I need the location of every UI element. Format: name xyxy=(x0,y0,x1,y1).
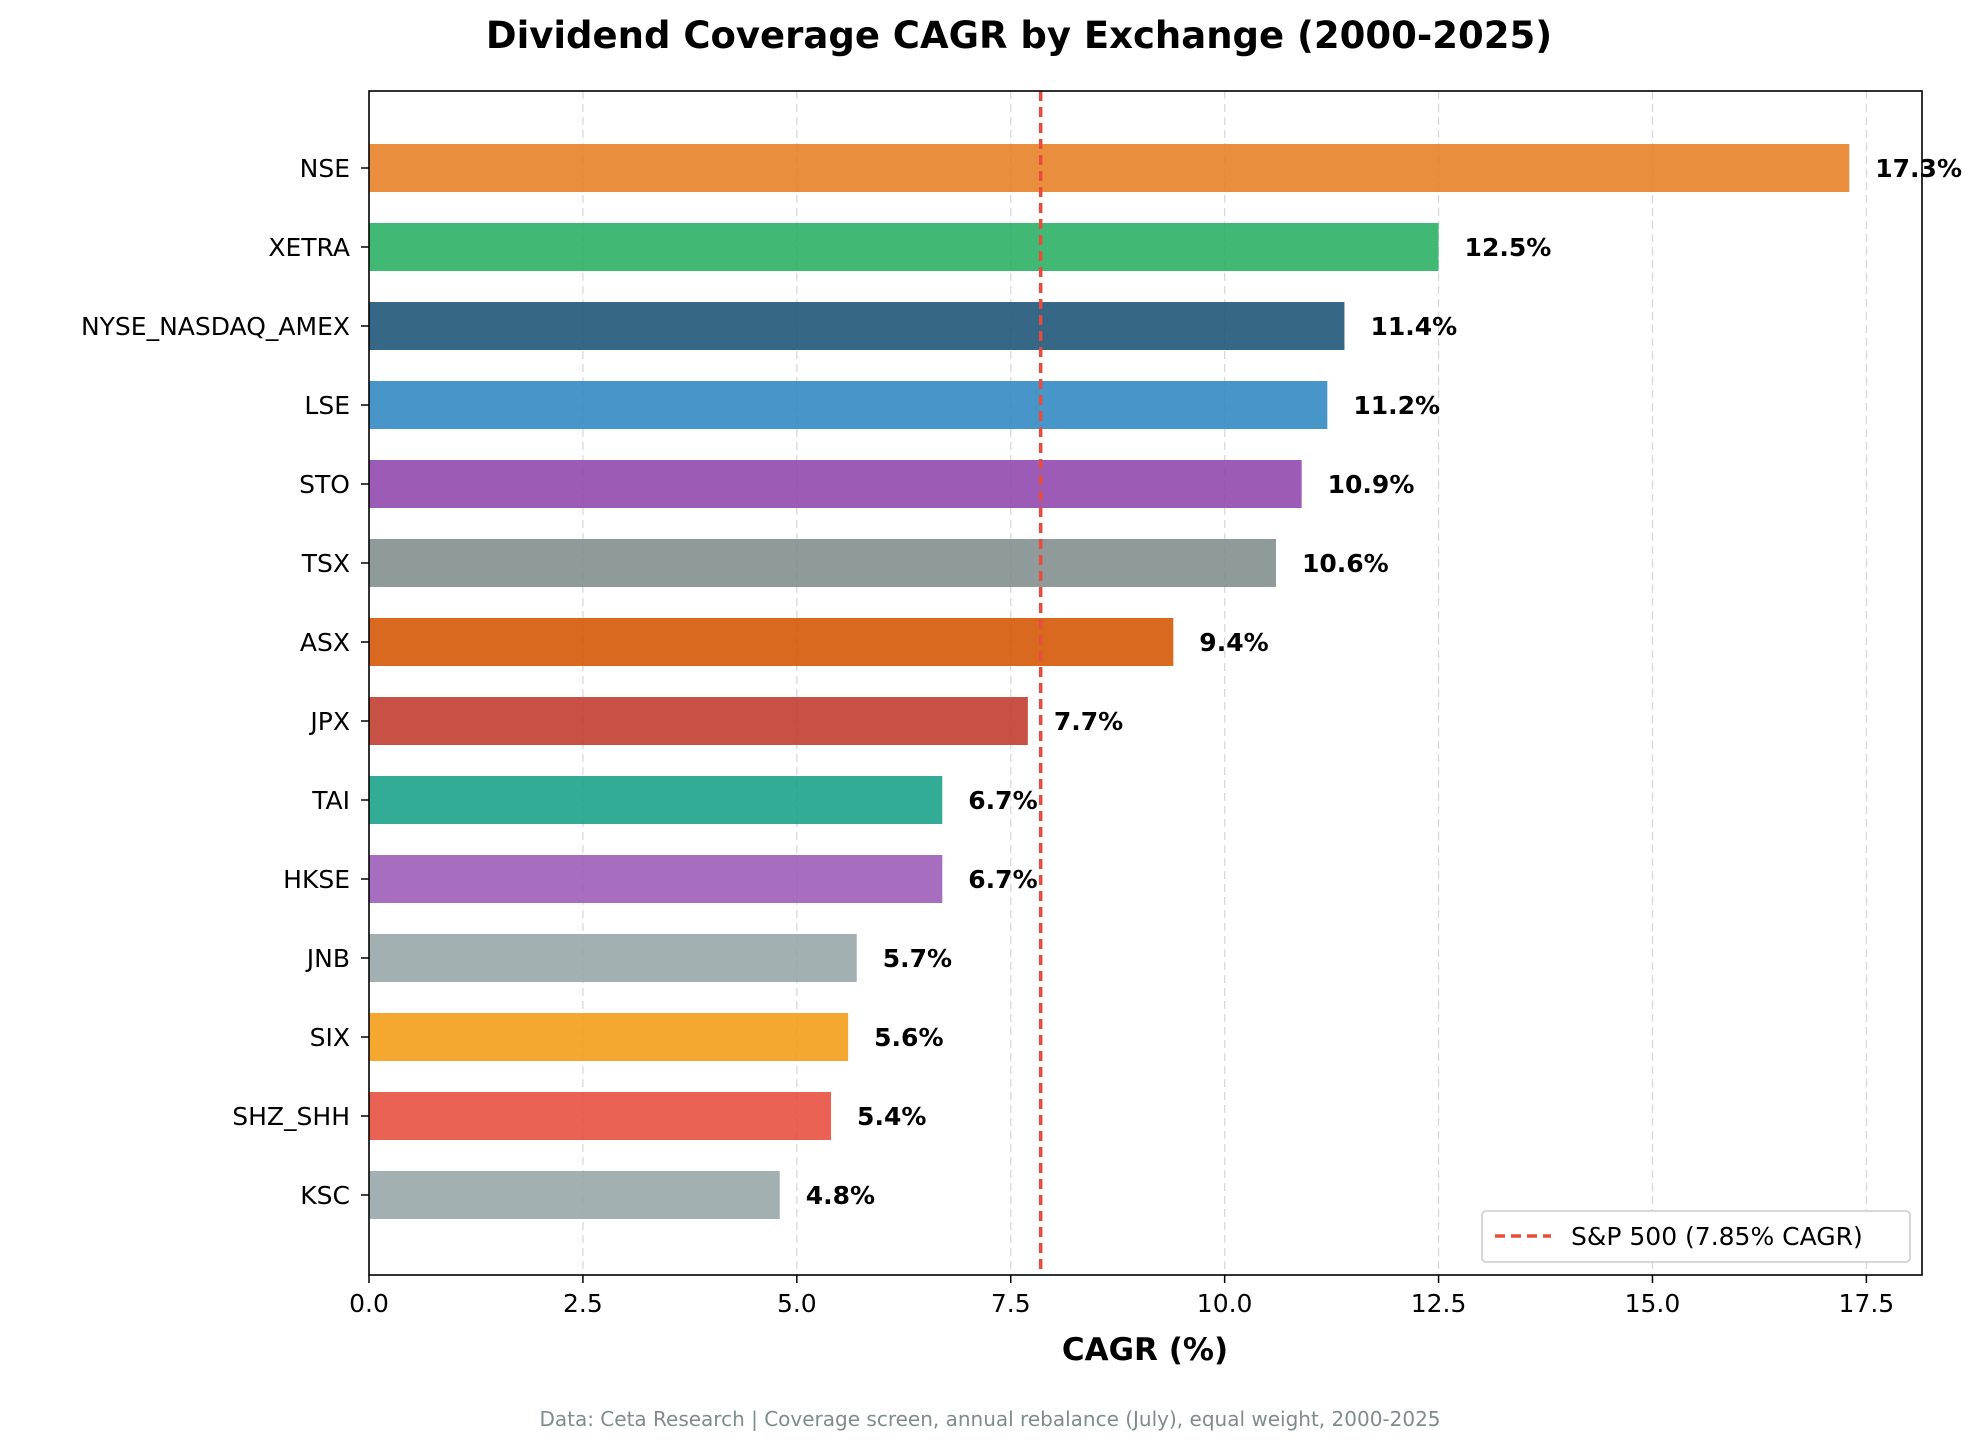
bar-tsx xyxy=(369,539,1276,587)
y-tick-label: SIX xyxy=(310,1023,350,1052)
bar-value-label: 5.4% xyxy=(857,1102,926,1131)
bar-six xyxy=(369,1013,849,1061)
bar-jpx xyxy=(369,697,1028,745)
bar-value-label: 11.2% xyxy=(1353,391,1440,420)
bar-group: 17.3% 12.5% 11.4% 11.2% 10.9% 10.6% 9.4% 7.7% 6.… xyxy=(369,144,1962,1219)
bar-ksc xyxy=(369,1171,780,1219)
y-tick-label: STO xyxy=(299,470,350,499)
y-tick-label: SHZ_SHH xyxy=(232,1102,350,1131)
y-axis-ticks: NSE XETRA NYSE_NASDAQ_AMEX LSE STO TSX ASX JPX T… xyxy=(81,154,369,1210)
x-axis-label: CAGR (%) xyxy=(1062,1332,1228,1368)
y-tick-label: XETRA xyxy=(268,233,350,262)
bar-value-label: 12.5% xyxy=(1465,233,1552,262)
bar-nse xyxy=(369,144,1850,192)
x-tick-label: 15.0 xyxy=(1625,1289,1681,1318)
x-tick-label: 10.0 xyxy=(1197,1289,1253,1318)
bar-nyse-nasdaq-amex xyxy=(369,302,1345,350)
x-tick-label: 17.5 xyxy=(1839,1289,1895,1318)
y-tick-label: LSE xyxy=(304,391,350,420)
y-tick-label: TAI xyxy=(311,786,350,815)
chart-title: Dividend Coverage CAGR by Exchange (2000… xyxy=(486,14,1552,57)
legend: S&P 500 (7.85% CAGR) xyxy=(1481,1210,1911,1263)
bar-value-label: 17.3% xyxy=(1875,154,1962,183)
y-tick-label: JPX xyxy=(308,707,350,736)
footnote: Data: Ceta Research | Coverage screen, a… xyxy=(539,1407,1440,1431)
x-tick-label: 5.0 xyxy=(777,1289,817,1318)
x-tick-label: 12.5 xyxy=(1411,1289,1467,1318)
x-tick-label: 7.5 xyxy=(991,1289,1031,1318)
y-tick-label: NSE xyxy=(300,154,350,183)
bar-hkse xyxy=(369,855,943,903)
y-tick-label: TSX xyxy=(301,549,350,578)
bar-value-label: 6.7% xyxy=(968,786,1037,815)
bar-sto xyxy=(369,460,1302,508)
y-tick-label: HKSE xyxy=(283,865,350,894)
legend-box xyxy=(1481,1210,1911,1263)
bar-value-label: 6.7% xyxy=(968,865,1037,894)
bar-value-label: 7.7% xyxy=(1054,707,1123,736)
bar-tai xyxy=(369,776,943,824)
y-tick-label: KSC xyxy=(300,1181,350,1210)
x-tick-label: 0.0 xyxy=(349,1289,389,1318)
bar-value-label: 10.6% xyxy=(1302,549,1389,578)
bar-value-label: 10.9% xyxy=(1328,470,1415,499)
bar-xetra xyxy=(369,223,1439,271)
bar-value-label: 5.7% xyxy=(883,944,952,973)
bar-shz-shh xyxy=(369,1092,832,1140)
bar-lse xyxy=(369,381,1328,429)
y-tick-label: ASX xyxy=(300,628,350,657)
x-axis-ticks: 0.0 2.5 5.0 7.5 10.0 12.5 15.0 17.5 xyxy=(349,1275,1894,1318)
bar-jnb xyxy=(369,934,857,982)
bar-value-label: 11.4% xyxy=(1370,312,1457,341)
bar-asx xyxy=(369,618,1174,666)
x-grid xyxy=(582,91,1868,1275)
bar-value-label: 9.4% xyxy=(1199,628,1268,657)
plot-frame xyxy=(368,90,1923,1276)
x-tick-label: 2.5 xyxy=(563,1289,603,1318)
bar-value-label: 5.6% xyxy=(874,1023,943,1052)
legend-label: S&P 500 (7.85% CAGR) xyxy=(1571,1222,1863,1251)
bar-value-label: 4.8% xyxy=(806,1181,875,1210)
y-tick-label: JNB xyxy=(305,944,350,973)
y-tick-label: NYSE_NASDAQ_AMEX xyxy=(81,312,350,341)
